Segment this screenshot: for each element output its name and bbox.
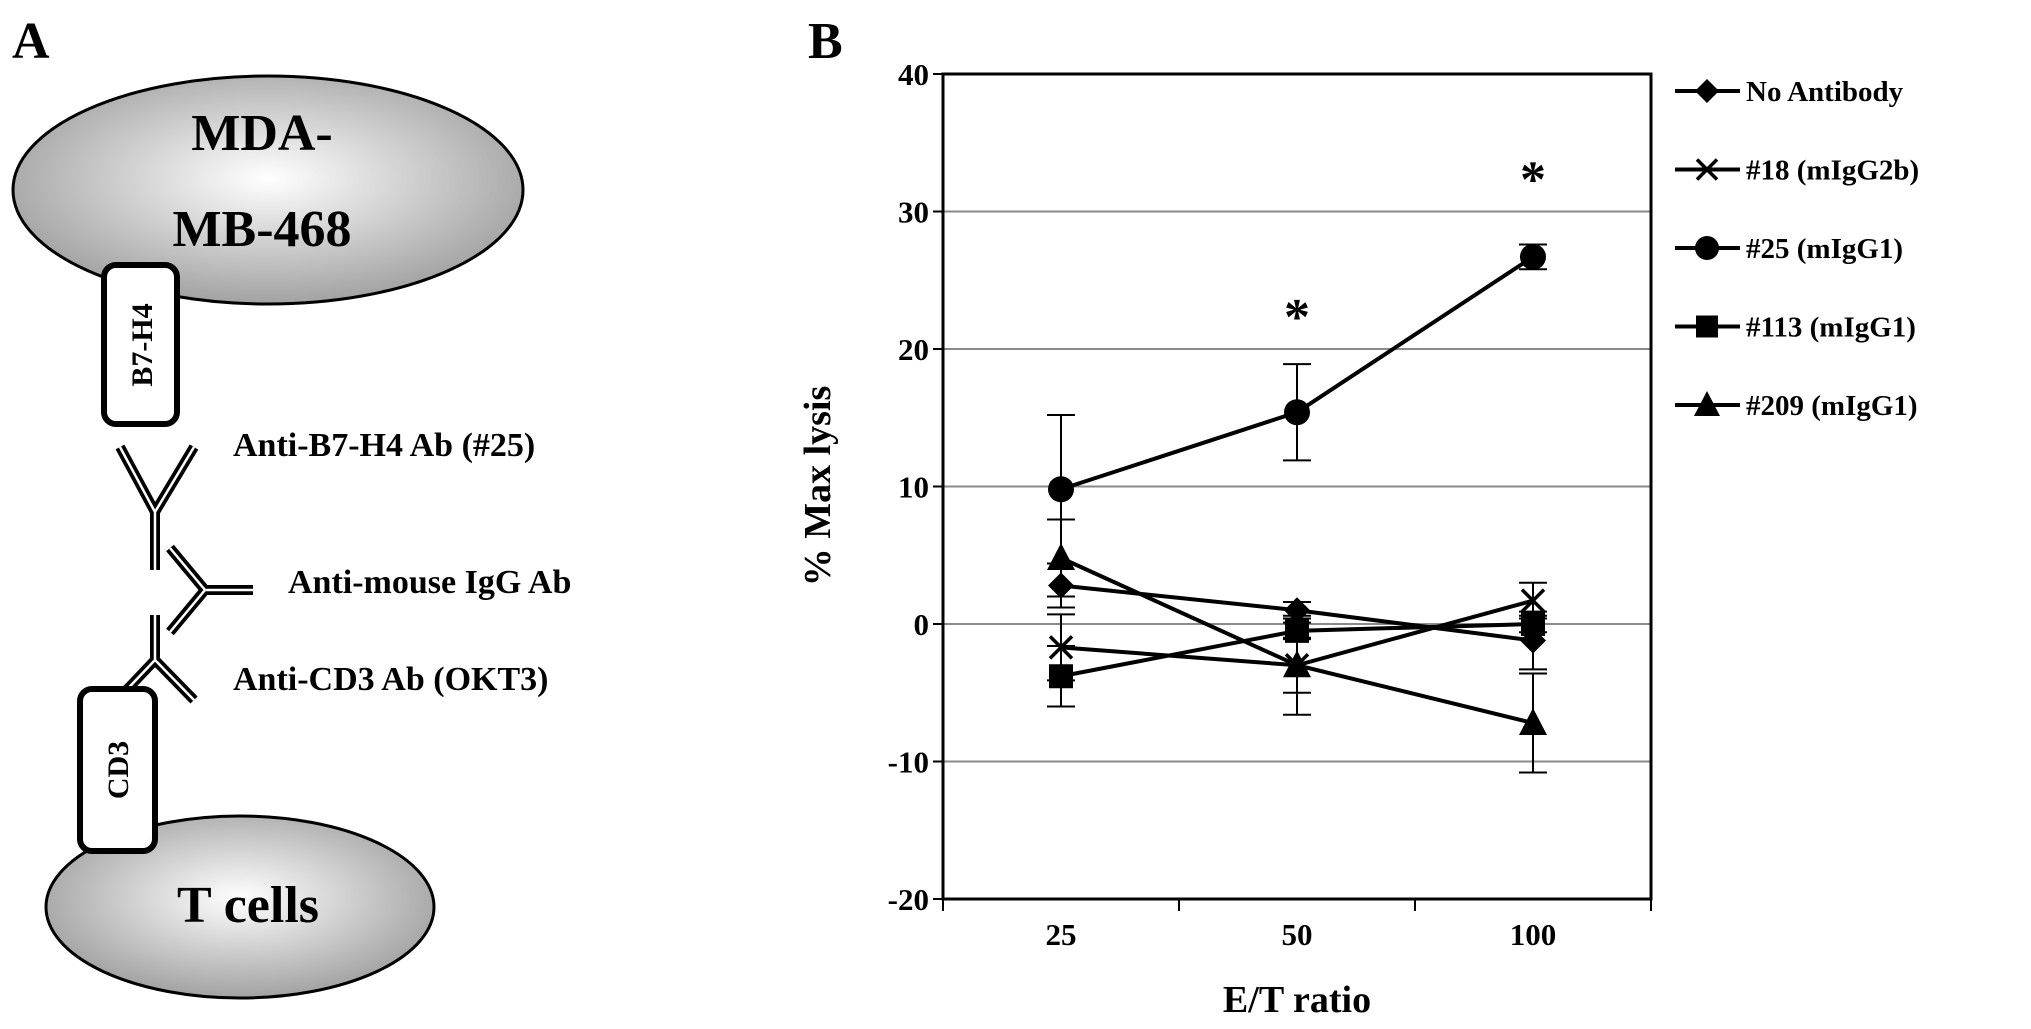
- b7h4-label: B7-H4: [126, 303, 159, 386]
- x-marker: [1695, 158, 1719, 181]
- antibody-label-anti-b7h4: Anti-B7-H4 Ab (#25): [233, 427, 535, 464]
- significance-asterisk: *: [1520, 151, 1546, 208]
- panel-a-label: A: [12, 13, 50, 70]
- y-axis-label: % Max lysis: [797, 386, 839, 587]
- antibody-label-anti-cd3: Anti-CD3 Ab (OKT3): [233, 661, 548, 698]
- y-tick-label: 0: [914, 607, 930, 642]
- series-group: **: [1047, 151, 1547, 774]
- x-axis-label: E/T ratio: [1223, 979, 1371, 1021]
- legend-label: #113 (mIgG1): [1746, 312, 1916, 344]
- tumor-cell: [11, 74, 525, 306]
- y-tick-label: -20: [888, 882, 929, 917]
- significance-asterisk: *: [1284, 289, 1310, 346]
- b7h4-box: [101, 262, 180, 427]
- cd3-box: [77, 686, 158, 854]
- legend-label: #209 (mIgG1): [1746, 390, 1918, 422]
- y-tick-label: 10: [898, 470, 929, 505]
- t-cell-label: T cells: [177, 877, 319, 934]
- plot-frame: [941, 72, 1653, 901]
- y-tick-label: -10: [888, 745, 929, 780]
- triangle-marker: [1283, 650, 1311, 678]
- circle-marker: [1520, 243, 1546, 270]
- circle-marker: [1284, 399, 1310, 426]
- square-marker: [1049, 664, 1073, 689]
- x-tick-label: 50: [1282, 917, 1313, 952]
- y-tick-label: 40: [898, 57, 929, 92]
- antibody-label-anti-mouse-igg: Anti-mouse IgG Ab: [288, 564, 571, 601]
- t-cell: [44, 814, 436, 1000]
- x-tick-label: 100: [1510, 917, 1557, 952]
- legend-label: #18 (mIgG2b): [1746, 155, 1919, 187]
- square-marker: [1521, 612, 1545, 636]
- cd3-label: CD3: [102, 741, 135, 799]
- x-tick-label: 25: [1046, 917, 1077, 952]
- tumor-cell-label-line2: MB-468: [172, 201, 351, 258]
- square-marker: [1696, 315, 1718, 338]
- legend: No Antibody #18 (mIgG2b) #25 (mIgG1) #113 (…: [1675, 76, 1919, 422]
- circle-marker: [1695, 236, 1719, 260]
- tumor-cell-label: MDA-: [191, 105, 333, 162]
- panel-b-label: B: [808, 13, 843, 70]
- y-tick-label: 20: [898, 332, 929, 367]
- panel-a: A MDA- MB-468 B7-H4 Anti-B7-H4 Ab (#25) …: [11, 13, 571, 1000]
- triangle-marker: [1694, 391, 1720, 416]
- diamond-marker: [1695, 79, 1719, 103]
- triangle-marker: [1047, 543, 1075, 570]
- y-tick-label: 30: [898, 195, 929, 230]
- legend-label: #25 (mIgG1): [1746, 233, 1903, 265]
- x-marker: [1520, 588, 1546, 613]
- triangle-marker: [1519, 708, 1547, 735]
- circle-marker: [1048, 476, 1074, 503]
- series-4: [1047, 518, 1547, 774]
- legend-label: No Antibody: [1746, 76, 1904, 108]
